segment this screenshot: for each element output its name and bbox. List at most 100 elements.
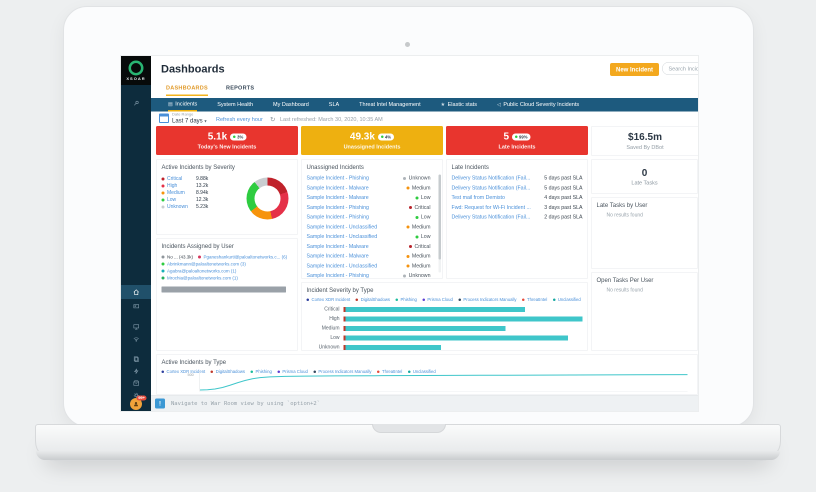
notification-badge: 99+	[136, 395, 147, 401]
severity-bar[interactable]	[345, 306, 525, 312]
list-item[interactable]: Sample Incident - Unclassified Low	[306, 233, 431, 240]
wifi-icon[interactable]	[121, 332, 151, 346]
cli-run-button[interactable]: !	[155, 398, 165, 409]
new-incident-button[interactable]: New Incident	[610, 63, 660, 76]
cli-input[interactable]: Navigate to War Room view by using `opti…	[171, 400, 321, 407]
page-title: Dashboards	[161, 62, 225, 76]
scrollbar[interactable]	[438, 174, 441, 273]
nav-item-public-cloud[interactable]: ◁ Public Cloud Severity Incidents	[497, 98, 579, 112]
webcam-dot	[405, 42, 410, 47]
nav-item-my-dashboard[interactable]: My Dashboard	[273, 101, 309, 108]
bar-row: Low	[307, 335, 583, 341]
scrollbar-thumb[interactable]	[438, 174, 441, 260]
kpi-saved-by-dbot[interactable]: $16.5m Saved By DBot	[591, 126, 698, 156]
severity-legend: Critical 9.88k High 13.2k Medium 8.94k Low 1…	[161, 176, 293, 211]
widget-late-tasks-by-user: Late Tasks by User No results found	[591, 197, 698, 269]
caret-down-icon: ▾	[204, 118, 207, 124]
grid-icon: ▤	[168, 101, 173, 107]
list-item[interactable]: Sample Incident - Phishing Unknown	[306, 272, 431, 279]
dashboard-toolbar: Date Range Last 7 days ▾ Refresh every h…	[151, 112, 698, 127]
dashboard-navbar: ▤ Incidents System Health My Dashboard S…	[151, 98, 698, 112]
nav-item-elastic-stats[interactable]: ★ Elastic stats	[441, 98, 477, 112]
severity-bar[interactable]	[345, 325, 506, 331]
app-window: XSOAR	[121, 56, 698, 411]
laptop-screen-bezel: XSOAR	[63, 6, 754, 427]
nav-item-threat-intel[interactable]: Threat Intel Management	[359, 101, 421, 108]
pin-icon[interactable]	[121, 96, 151, 110]
refresh-icon[interactable]: ↻	[270, 115, 276, 124]
list-item[interactable]: Sample Incident - Phishing Critical	[306, 204, 431, 211]
logo-ring-icon	[128, 60, 144, 76]
list-item[interactable]: Delivery Status Notification (Fail... 5 d…	[451, 175, 583, 181]
list-item[interactable]: Sample Incident - Malware Medium	[306, 184, 431, 191]
date-range-label: Date Range	[172, 112, 194, 117]
widget-incident-severity-by-type: Incident Severity by Type Cortex XDR Inc…	[301, 282, 588, 351]
automation-bolt-icon[interactable]	[121, 364, 151, 378]
list-item[interactable]: Sample Incident - Malware Medium	[306, 253, 431, 259]
widget-incidents-assigned-by-user: Incidents Assigned by User No ... (43.3k…	[156, 238, 298, 351]
widget-active-incidents-by-severity: Active Incidents by Severity Critical 9.8…	[156, 159, 298, 235]
refresh-interval-link[interactable]: Refresh every hour	[216, 116, 263, 123]
kpi-late-incidents[interactable]: 5 99% Late Incidents	[446, 126, 588, 155]
y-axis-tick: 500	[187, 372, 194, 378]
archive-icon[interactable]	[121, 376, 151, 390]
list-item[interactable]: Fwd: Request for Wi-Fi Incident ... 3 day…	[451, 204, 583, 211]
list-item[interactable]: Sample Incident - Unclassified Medium	[306, 223, 431, 230]
nav-item-system-health[interactable]: System Health	[217, 101, 254, 108]
monitor-icon[interactable]	[121, 320, 151, 334]
empty-state-text: No results found	[606, 287, 643, 294]
kpi-todays-new-incidents[interactable]: 5.1k 3% Today's New Incidents	[156, 126, 298, 155]
user-avatar[interactable]: 99+	[121, 395, 151, 410]
copy-pages-icon[interactable]	[121, 352, 151, 366]
nav-item-incidents[interactable]: ▤ Incidents	[168, 98, 198, 112]
type-legend: Cortex XDR Incident DigitalShadows Phish…	[306, 297, 583, 303]
bar-row: Unknown	[307, 344, 583, 350]
bar-row: Critical	[307, 306, 583, 312]
nav-item-sla[interactable]: SLA	[328, 101, 340, 108]
assigned-bar[interactable]	[161, 286, 286, 293]
list-item[interactable]: Delivery Status Notification (Fail... 2 d…	[451, 214, 583, 220]
severity-bar[interactable]	[345, 344, 442, 350]
widget-late-incidents: Late Incidents Delivery Status Notificat…	[446, 159, 588, 279]
bar-row: High	[307, 316, 583, 322]
tab-reports[interactable]: REPORTS	[226, 85, 255, 91]
last-refreshed-text: Last refreshed: March 30, 2020, 10:35 AM	[280, 116, 383, 123]
bar-row: Medium	[307, 325, 583, 331]
search-input[interactable]: Search Incidents	[662, 62, 698, 75]
star-icon: ★	[440, 102, 446, 108]
assigned-legend: No ... (43.3k) Pganeshankurti@paloaltone…	[161, 254, 293, 282]
kpi-unassigned-incidents[interactable]: 49.3k 4% Unassigned Incidents	[301, 126, 443, 155]
main-content: Dashboards New Incident Search Incidents…	[151, 56, 698, 411]
active-incidents-line-chart[interactable]	[200, 370, 688, 393]
settings-gear-icon[interactable]	[121, 388, 151, 402]
laptop-notch	[372, 424, 446, 433]
delta-badge: 3%	[230, 133, 247, 141]
delta-badge: 99%	[512, 133, 531, 141]
y-axis-line	[199, 371, 200, 392]
list-item[interactable]: Sample Incident - Unclassified Medium	[306, 262, 431, 269]
logo-text: XSOAR	[126, 76, 146, 82]
list-item[interactable]: Sample Incident - Phishing Unknown	[306, 175, 431, 181]
severity-donut-chart[interactable]	[246, 177, 289, 220]
list-item[interactable]: Sample Incident - Malware Critical	[306, 243, 431, 250]
list-item[interactable]: Delivery Status Notification (Fail... 5 d…	[451, 184, 583, 191]
command-line-bar: ! Navigate to War Room view by using `op…	[151, 395, 698, 411]
calendar-icon[interactable]	[159, 113, 169, 123]
tab-dashboards[interactable]: DASHBOARDS	[166, 85, 208, 96]
list-item[interactable]: Test mail from Demisto 4 days past SLA	[451, 194, 583, 201]
delta-badge: 4%	[377, 133, 395, 141]
xsoar-logo[interactable]: XSOAR	[121, 56, 151, 85]
incidents-card-icon[interactable]	[121, 299, 151, 313]
list-item[interactable]: Sample Incident - Malware Low	[306, 194, 431, 201]
severity-bar[interactable]	[345, 316, 583, 322]
severity-bar[interactable]	[345, 335, 568, 341]
widget-late-tasks-count[interactable]: 0 Late Tasks	[591, 159, 698, 194]
list-item[interactable]: Sample Incident - Phishing Low	[306, 214, 431, 220]
widget-active-incidents-by-type: Active Incidents by Type Cortex XDR Inci…	[156, 354, 698, 395]
delta-dot-icon	[233, 135, 236, 138]
date-range-select[interactable]: Last 7 days ▾	[172, 117, 207, 124]
empty-state-text: No results found	[606, 212, 643, 219]
widget-unassigned-incidents: Unassigned Incidents Sample Incident - P…	[301, 159, 443, 279]
share-icon: ◁	[496, 102, 501, 108]
home-icon[interactable]	[121, 285, 151, 299]
